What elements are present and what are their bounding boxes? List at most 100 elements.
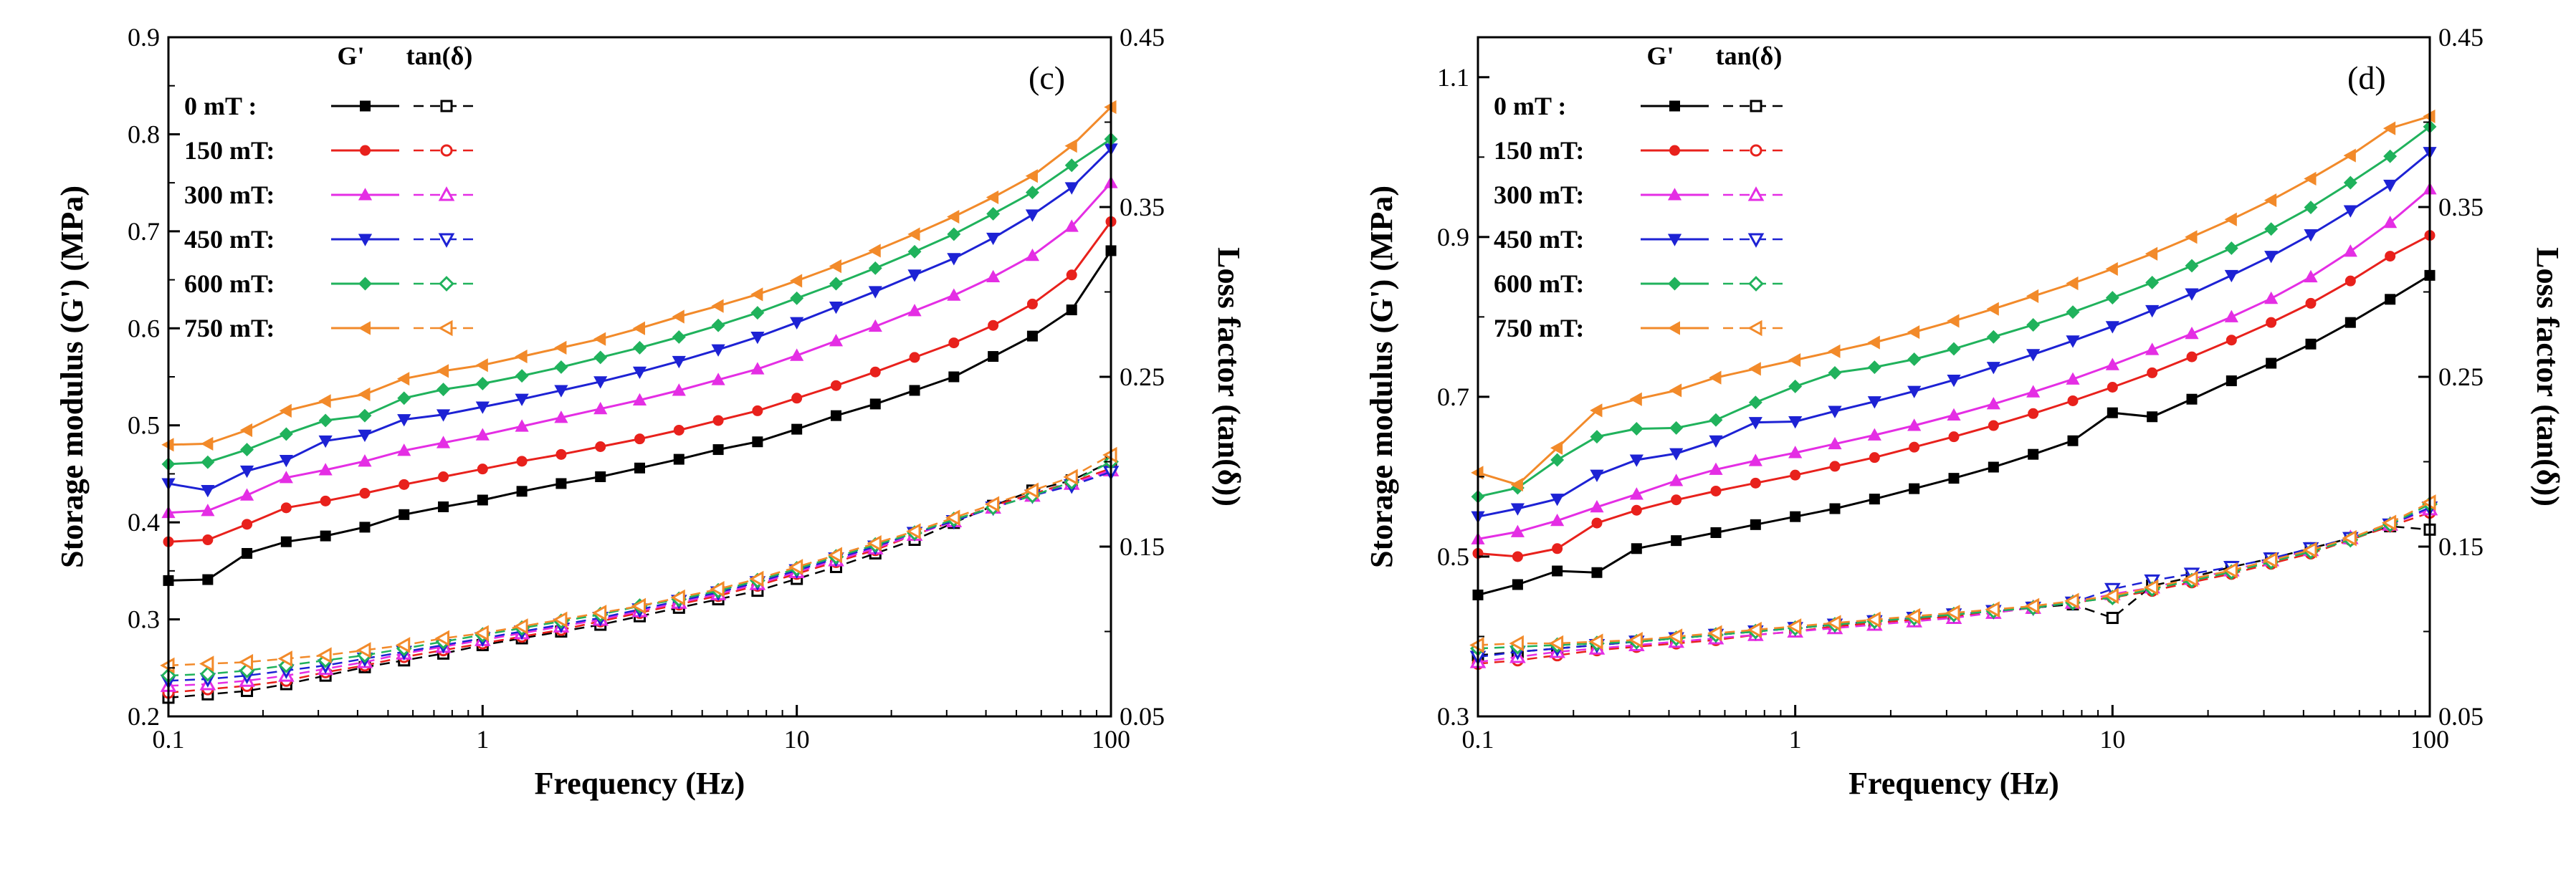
g-point bbox=[2344, 275, 2356, 287]
g-point bbox=[358, 387, 371, 401]
tan-point bbox=[591, 605, 607, 621]
tan-line bbox=[168, 467, 1112, 694]
g-point bbox=[2026, 385, 2041, 398]
g-point bbox=[2264, 222, 2279, 236]
g-point bbox=[907, 269, 922, 282]
g-point bbox=[1909, 441, 1920, 453]
g-point bbox=[1828, 405, 1842, 418]
g-point bbox=[672, 383, 686, 396]
g-point bbox=[2066, 276, 2079, 291]
legend-g-marker bbox=[358, 234, 373, 246]
g-point bbox=[2383, 215, 2398, 229]
g-point bbox=[1590, 403, 1603, 418]
y2-tick-label: 0.15 bbox=[2438, 532, 2484, 561]
y2-tick-label: 0.35 bbox=[1120, 193, 1165, 221]
g-point bbox=[1590, 500, 1604, 513]
g-point bbox=[1986, 330, 2000, 344]
tan-point bbox=[199, 666, 216, 682]
g-point bbox=[1510, 524, 1525, 537]
legend-label: 0 mT : bbox=[1494, 92, 1566, 120]
y-tick-label: 0.7 bbox=[1437, 383, 1469, 411]
g-point bbox=[2145, 275, 2160, 289]
g-point bbox=[1550, 494, 1565, 506]
g-point bbox=[2304, 269, 2318, 283]
tan-point bbox=[1945, 605, 1960, 621]
legend-g-marker bbox=[358, 277, 372, 291]
g-line bbox=[168, 250, 1112, 582]
tan-point bbox=[2143, 579, 2159, 596]
legend-label: 750 mT: bbox=[1494, 314, 1584, 342]
g-point bbox=[318, 435, 333, 448]
g-point bbox=[1064, 158, 1079, 173]
g-point bbox=[830, 380, 841, 391]
g-point bbox=[1869, 452, 1880, 464]
g-point bbox=[2266, 357, 2277, 369]
y-tick-label: 0.4 bbox=[128, 508, 160, 537]
legend-tan-marker bbox=[1750, 100, 1762, 112]
g-point bbox=[436, 409, 451, 422]
g-point bbox=[2026, 318, 2041, 332]
legend-g-marker bbox=[360, 100, 371, 112]
g-point bbox=[358, 408, 372, 423]
g-line bbox=[1477, 234, 2430, 558]
g-point bbox=[1064, 219, 1079, 232]
g-point bbox=[1629, 392, 1642, 406]
panel-label: (c) bbox=[1029, 59, 1065, 96]
g-point bbox=[1669, 383, 1682, 398]
g-point bbox=[2305, 297, 2317, 309]
tan-point bbox=[513, 618, 528, 635]
series-0-mt bbox=[1471, 269, 2436, 662]
g-point bbox=[1671, 494, 1682, 506]
plot-area bbox=[1469, 109, 2438, 671]
legend-g-marker bbox=[1667, 321, 1680, 335]
g-point bbox=[2304, 171, 2317, 186]
g-point bbox=[555, 448, 567, 460]
legend-tan-marker bbox=[438, 186, 455, 201]
g-point bbox=[1947, 342, 1961, 356]
g-point bbox=[593, 350, 608, 365]
g-point bbox=[711, 373, 725, 385]
tan-point bbox=[1747, 621, 1762, 638]
tan-point bbox=[1024, 482, 1039, 499]
tan-point bbox=[670, 589, 685, 606]
g-point bbox=[2264, 291, 2279, 304]
legend-tan-marker bbox=[1750, 144, 1762, 157]
g-point bbox=[201, 484, 215, 498]
y-tick-label: 0.8 bbox=[128, 120, 160, 148]
x-tick-label: 10 bbox=[784, 725, 810, 754]
y2-tick-label: 0.35 bbox=[2438, 193, 2484, 221]
g-point bbox=[829, 259, 841, 274]
g-point bbox=[2028, 408, 2039, 419]
plot-area bbox=[160, 100, 1120, 704]
tan-point bbox=[749, 570, 764, 587]
g-point bbox=[1512, 551, 1523, 562]
g-point bbox=[1510, 503, 1525, 516]
g-point bbox=[436, 436, 451, 448]
g-point bbox=[279, 403, 292, 418]
g-point bbox=[2066, 372, 2080, 385]
g-point bbox=[318, 394, 331, 408]
g-point bbox=[593, 376, 608, 389]
g-point bbox=[2028, 448, 2039, 460]
g-point bbox=[2147, 367, 2158, 378]
g-point bbox=[988, 351, 999, 362]
g-point bbox=[907, 244, 922, 259]
g-point bbox=[1709, 462, 1723, 475]
g-point bbox=[318, 463, 333, 476]
g-point bbox=[868, 261, 882, 275]
g-point bbox=[2067, 395, 2079, 406]
legend-header-g: G' bbox=[1646, 42, 1674, 70]
g-point bbox=[948, 337, 960, 349]
g-point bbox=[791, 393, 803, 404]
g-point bbox=[1828, 344, 1841, 358]
g-point bbox=[2385, 251, 2396, 262]
tan-point bbox=[1905, 608, 1921, 625]
g-point bbox=[239, 465, 254, 479]
g-point bbox=[516, 456, 528, 467]
y2-tick-label: 0.45 bbox=[2438, 23, 2484, 52]
g-point bbox=[1709, 370, 1722, 385]
legend-label: 0 mT : bbox=[184, 92, 257, 120]
g-point bbox=[359, 488, 371, 499]
g-point bbox=[1064, 182, 1079, 195]
g-point bbox=[947, 227, 961, 241]
